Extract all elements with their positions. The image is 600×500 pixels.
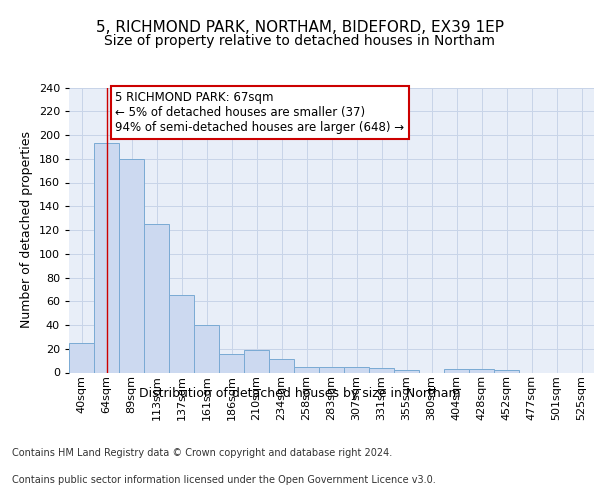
- Text: Size of property relative to detached houses in Northam: Size of property relative to detached ho…: [104, 34, 496, 48]
- Bar: [69, 343, 94, 372]
- Bar: [119, 159, 144, 372]
- Bar: [94, 144, 119, 372]
- Y-axis label: Number of detached properties: Number of detached properties: [20, 132, 33, 328]
- Bar: [369, 368, 394, 372]
- Text: Contains public sector information licensed under the Open Government Licence v3: Contains public sector information licen…: [12, 475, 436, 485]
- Bar: [444, 369, 469, 372]
- Bar: [294, 366, 319, 372]
- Bar: [394, 370, 419, 372]
- Text: Contains HM Land Registry data © Crown copyright and database right 2024.: Contains HM Land Registry data © Crown c…: [12, 448, 392, 458]
- Text: 5, RICHMOND PARK, NORTHAM, BIDEFORD, EX39 1EP: 5, RICHMOND PARK, NORTHAM, BIDEFORD, EX3…: [96, 20, 504, 35]
- Bar: [319, 366, 344, 372]
- Bar: [469, 369, 494, 372]
- Bar: [144, 224, 169, 372]
- Text: 5 RICHMOND PARK: 67sqm
← 5% of detached houses are smaller (37)
94% of semi-deta: 5 RICHMOND PARK: 67sqm ← 5% of detached …: [115, 91, 404, 134]
- Bar: [194, 325, 219, 372]
- Bar: [169, 296, 194, 372]
- Bar: [269, 360, 294, 372]
- Bar: [244, 350, 269, 372]
- Bar: [494, 370, 519, 372]
- Bar: [219, 354, 244, 372]
- Bar: [344, 366, 369, 372]
- Text: Distribution of detached houses by size in Northam: Distribution of detached houses by size …: [139, 388, 461, 400]
